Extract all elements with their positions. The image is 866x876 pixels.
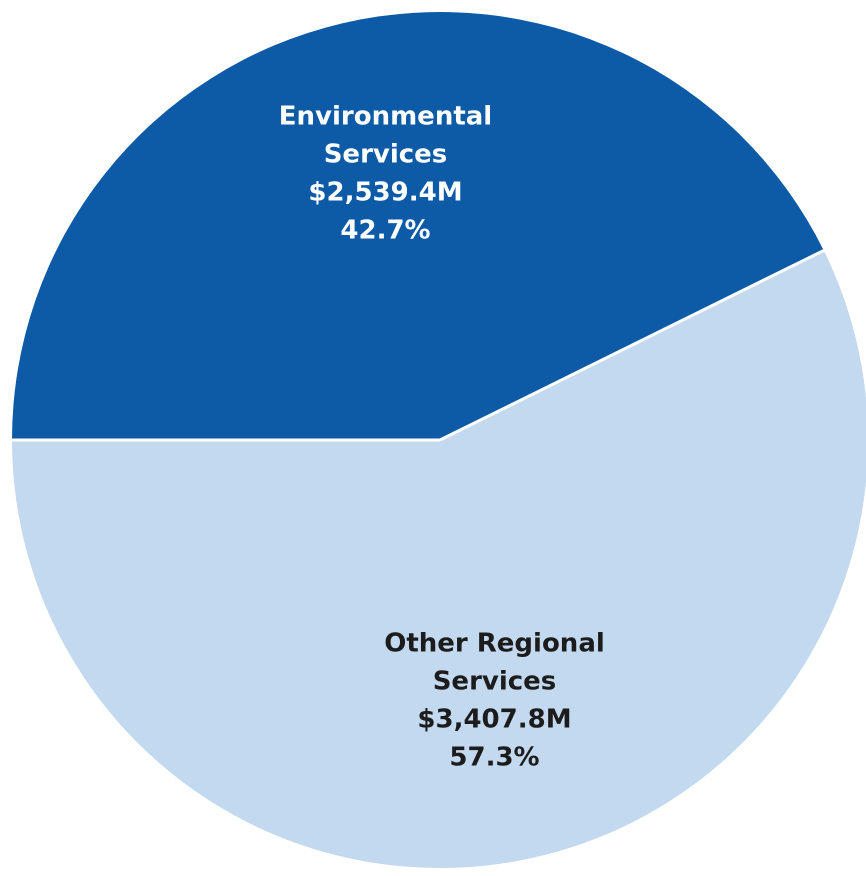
- slice-label-environmental: Environmental Services $2,539.4M 42.7%: [279, 102, 492, 246]
- slice-label-environmental-percent: 42.7%: [340, 216, 430, 246]
- slice-label-other-name-line-1: Other Regional: [384, 628, 605, 658]
- slice-edges: [12, 249, 825, 442]
- slice-label-other-amount: $3,407.8M: [417, 704, 571, 734]
- pie-slice-other: [12, 250, 866, 868]
- pie-labels: Environmental Services $2,539.4M 42.7% Other…: [279, 102, 605, 773]
- slice-label-environmental-name-line-1: Environmental: [279, 102, 492, 132]
- pie-slices: [12, 12, 866, 868]
- slice-label-environmental-amount: $2,539.4M: [308, 178, 462, 208]
- slice-label-environmental-name-line-2: Services: [324, 140, 448, 170]
- slice-label-other-percent: 57.3%: [449, 742, 539, 772]
- pie-slice-environmental: [12, 12, 824, 440]
- slice-separator-1: [439, 249, 825, 442]
- slice-label-other: Other Regional Services $3,407.8M 57.3%: [384, 628, 605, 772]
- slice-label-other-name-line-2: Services: [433, 666, 557, 696]
